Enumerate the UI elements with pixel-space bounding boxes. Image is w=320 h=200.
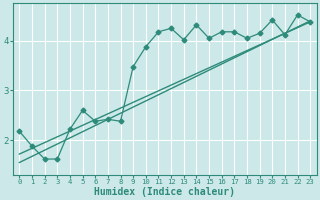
- X-axis label: Humidex (Indice chaleur): Humidex (Indice chaleur): [94, 186, 235, 197]
